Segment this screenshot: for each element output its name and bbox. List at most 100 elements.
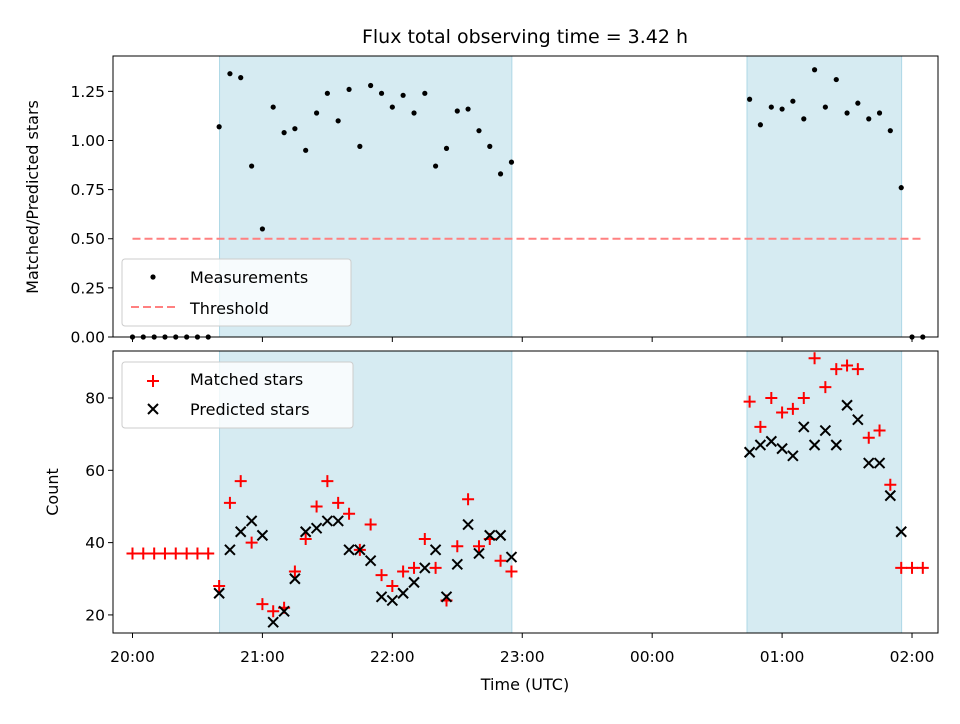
predicted-star-point bbox=[354, 544, 366, 556]
measurement-point bbox=[368, 82, 374, 89]
y-tick-label: 40 bbox=[85, 534, 105, 552]
matched-star-point bbox=[906, 561, 919, 574]
predicted-star-point bbox=[765, 435, 778, 448]
matched-star-point bbox=[397, 565, 410, 578]
predicted-star-point bbox=[494, 529, 507, 542]
measurement-point bbox=[497, 171, 504, 177]
predicted-star-point bbox=[397, 587, 409, 599]
top-panel: 0.00 0.25 0.50 0.75 1.00 1.25 Matched/Predict… bbox=[23, 55, 939, 347]
predicted-star-point bbox=[841, 399, 853, 411]
matched-star-point bbox=[169, 547, 182, 560]
predicted-star-point bbox=[364, 554, 377, 567]
matched-star-point bbox=[256, 598, 269, 611]
matched-star-point bbox=[451, 540, 464, 553]
matched-star-point bbox=[386, 580, 399, 592]
predicted-star-point bbox=[299, 526, 312, 538]
matched-star-point bbox=[343, 507, 356, 520]
matched-star-point bbox=[830, 363, 843, 376]
legend-matched-marker bbox=[147, 375, 159, 387]
predicted-star-point bbox=[267, 616, 279, 628]
matched-star-point bbox=[288, 565, 301, 578]
measurement-point bbox=[476, 128, 482, 134]
predicted-star-point bbox=[278, 605, 290, 618]
shaded-region bbox=[746, 350, 903, 634]
x-tick-label: 22:00 bbox=[370, 648, 415, 666]
measurement-point bbox=[313, 110, 320, 116]
measurement-point bbox=[833, 76, 839, 83]
bottom-legend-box bbox=[121, 361, 354, 429]
y-tick-label: 1.25 bbox=[70, 83, 105, 101]
measurement-point bbox=[465, 106, 471, 112]
y-tick-label: 80 bbox=[85, 390, 105, 408]
matched-star-point bbox=[245, 536, 258, 549]
measurement-point bbox=[768, 104, 774, 110]
measurement-point bbox=[866, 116, 872, 122]
y-tick-label: 0.25 bbox=[70, 279, 105, 297]
predicted-star-point bbox=[884, 489, 897, 502]
matched-star-point bbox=[862, 431, 875, 444]
measurement-point bbox=[779, 106, 785, 112]
matched-star-point bbox=[148, 547, 161, 560]
shaded-region bbox=[746, 55, 903, 338]
predicted-star-point bbox=[451, 558, 463, 571]
y-tick-label: 20 bbox=[85, 606, 105, 624]
predicted-star-point bbox=[429, 544, 442, 556]
matched-star-point bbox=[364, 518, 377, 531]
top-plot-frame bbox=[112, 55, 939, 338]
measurement-point bbox=[346, 86, 352, 93]
predicted-star-point bbox=[386, 594, 399, 607]
legend-measurements-label: Measurements bbox=[190, 268, 308, 287]
top-legend-box bbox=[121, 258, 352, 327]
chart-title: Flux total observing time = 3.42 h bbox=[362, 26, 688, 48]
matched-star-point bbox=[819, 381, 832, 394]
predicted-star-point bbox=[863, 457, 875, 469]
matched-star-point bbox=[234, 475, 247, 488]
measurement-point bbox=[216, 124, 222, 130]
measurement-point bbox=[292, 126, 298, 132]
x-tick-label: 23:00 bbox=[500, 648, 545, 666]
matched-star-point bbox=[743, 395, 756, 408]
top-y-axis-label: Matched/Predicted stars bbox=[23, 100, 42, 294]
measurement-point bbox=[443, 145, 450, 151]
measurement-point bbox=[508, 159, 515, 165]
predicted-star-point bbox=[419, 562, 431, 574]
bottom-legend: Matched stars Predicted stars bbox=[121, 361, 354, 429]
predicted-star-point bbox=[473, 547, 485, 560]
measurement-point bbox=[855, 100, 861, 106]
measurement-point bbox=[227, 71, 233, 77]
predicted-star-point bbox=[798, 421, 810, 433]
measurement-point bbox=[238, 75, 244, 81]
matched-star-point bbox=[851, 363, 864, 376]
predicted-star-point bbox=[754, 439, 767, 451]
y-tick-label: 0.75 bbox=[70, 181, 105, 199]
y-tick-label: 0.00 bbox=[70, 329, 105, 347]
measurement-point bbox=[422, 90, 428, 96]
matched-star-point bbox=[321, 475, 334, 488]
predicted-star-point bbox=[895, 526, 907, 538]
matched-star-point bbox=[776, 406, 789, 419]
matched-star-point bbox=[895, 561, 908, 574]
predicted-star-point bbox=[321, 515, 334, 527]
predicted-star-point bbox=[787, 450, 799, 462]
matched-star-point bbox=[267, 605, 280, 618]
measurement-point bbox=[822, 104, 828, 110]
x-axis-label: Time (UTC) bbox=[480, 675, 569, 694]
measurement-point bbox=[747, 96, 753, 102]
measurement-point bbox=[432, 163, 439, 169]
legend-measurements-marker bbox=[150, 274, 156, 280]
measurement-point bbox=[270, 104, 276, 110]
predicted-star-point bbox=[213, 587, 225, 599]
matched-star-point bbox=[223, 496, 236, 509]
top-y-axis: 0.00 0.25 0.50 0.75 1.00 1.25 bbox=[70, 83, 113, 347]
matched-star-point bbox=[505, 565, 518, 578]
predicted-star-point bbox=[852, 413, 864, 426]
matched-star-point bbox=[299, 533, 312, 545]
matched-star-point bbox=[873, 424, 886, 437]
y-tick-label: 60 bbox=[85, 462, 105, 480]
matched-star-point bbox=[429, 561, 442, 574]
matched-star-point bbox=[765, 392, 778, 404]
measurement-point bbox=[389, 104, 395, 110]
legend-predicted-label: Predicted stars bbox=[190, 400, 310, 419]
star-count-points bbox=[126, 352, 929, 628]
